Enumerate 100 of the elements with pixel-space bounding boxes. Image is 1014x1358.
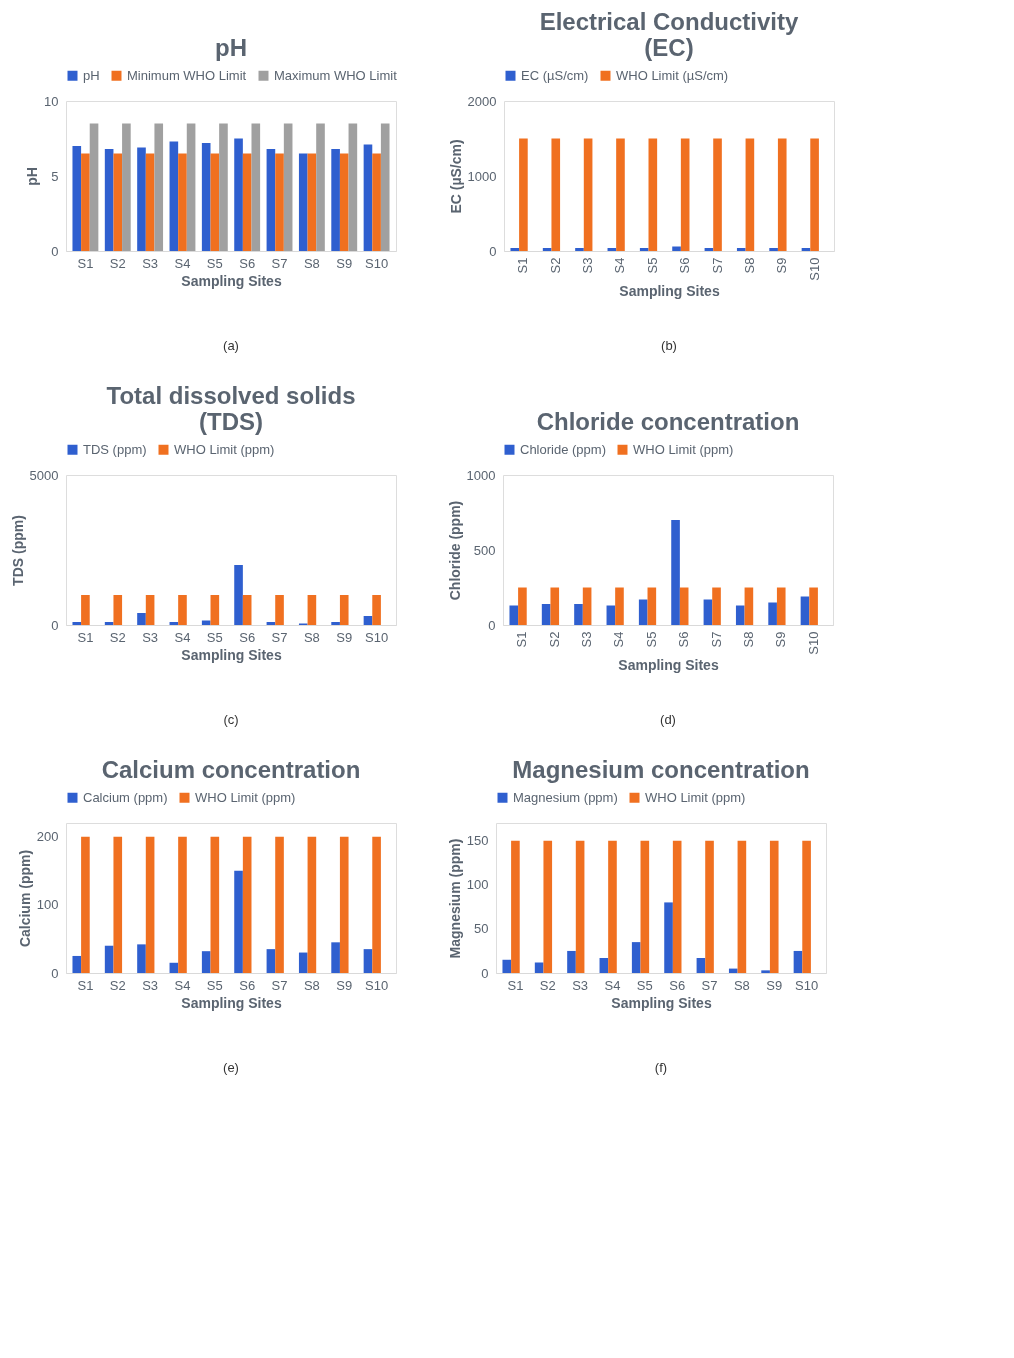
- text: (d): [660, 712, 676, 727]
- bar: [737, 840, 747, 973]
- bar: [266, 949, 276, 973]
- bar: [234, 138, 243, 251]
- x-tick-label: S3: [142, 255, 159, 271]
- y-tick-label: 2000: [467, 93, 497, 109]
- bar: [89, 123, 99, 251]
- x-tick-label: S7: [708, 631, 724, 648]
- y-tick-label: 150: [466, 833, 489, 849]
- bar: [631, 942, 641, 973]
- x-axis-title: Sampling Sites: [618, 656, 719, 673]
- x-axis-title: Sampling Sites: [619, 282, 720, 299]
- bar: [339, 153, 349, 251]
- bar: [671, 520, 680, 625]
- bar: [201, 951, 211, 973]
- x-tick-label: S2: [547, 257, 563, 274]
- x-tick-label: S10: [795, 977, 819, 993]
- y-tick-label: 0: [481, 965, 489, 981]
- bar: [169, 962, 179, 973]
- bar: [113, 595, 123, 625]
- bar: [705, 840, 714, 973]
- bar: [735, 605, 745, 625]
- y-tick-label: 0: [51, 617, 59, 633]
- bar: [339, 595, 349, 625]
- y-axis-title: TDS (ppm): [9, 515, 26, 586]
- bar: [283, 123, 293, 251]
- bar: [511, 840, 520, 973]
- bar: [744, 587, 754, 625]
- legend-label: EC (µS/cm): [521, 67, 589, 83]
- bar: [251, 123, 261, 251]
- bar: [567, 950, 576, 973]
- x-tick-label: S5: [644, 257, 660, 274]
- text: (f): [654, 1060, 668, 1075]
- bar: [307, 836, 317, 973]
- bar: [201, 143, 211, 251]
- legend-label: Chloride (ppm): [520, 441, 606, 457]
- bar: [363, 949, 373, 973]
- bar: [266, 149, 276, 251]
- bar: [736, 248, 746, 251]
- x-axis-title: Sampling Sites: [181, 646, 282, 663]
- x-tick-label: S4: [604, 977, 621, 993]
- x-tick-label: S9: [774, 257, 790, 274]
- x-tick-label: S4: [174, 255, 191, 271]
- x-tick-label: S4: [612, 257, 628, 274]
- x-tick-label: S9: [336, 977, 353, 993]
- bar: [664, 902, 673, 973]
- x-axis-title: Sampling Sites: [611, 994, 712, 1011]
- x-tick-label: S6: [239, 629, 256, 645]
- bar: [316, 123, 325, 251]
- bar: [275, 595, 284, 625]
- x-tick-label: S1: [514, 631, 530, 648]
- bar: [219, 123, 228, 251]
- bar: [703, 599, 713, 625]
- x-tick-label: S4: [611, 631, 627, 648]
- bar: [502, 959, 512, 973]
- chart-title: Magnesium concentration: [512, 756, 810, 783]
- bar: [696, 958, 706, 973]
- x-tick-label: S6: [239, 977, 256, 993]
- x-axis-title: Sampling Sites: [181, 994, 282, 1011]
- y-tick-label: 100: [36, 897, 59, 913]
- legend-label: WHO Limit (ppm): [195, 789, 296, 805]
- text: (b): [661, 338, 677, 353]
- x-tick-label: S8: [733, 977, 750, 993]
- x-tick-label: S3: [142, 977, 159, 993]
- y-tick-label: 100: [466, 877, 489, 893]
- x-tick-label: S10: [805, 631, 821, 655]
- x-tick-label: S10: [365, 977, 389, 993]
- bar: [307, 595, 317, 625]
- bar: [234, 565, 243, 625]
- bar: [575, 840, 585, 973]
- bar: [72, 622, 82, 625]
- bar: [72, 146, 82, 251]
- bar: [266, 622, 276, 625]
- bar: [186, 123, 196, 251]
- bar: [137, 147, 146, 251]
- bar: [769, 248, 778, 251]
- x-tick-label: S7: [271, 629, 288, 645]
- bar: [145, 836, 155, 973]
- bar: [519, 138, 528, 251]
- bar: [331, 942, 340, 973]
- x-tick-label: S8: [741, 257, 757, 274]
- y-tick-label: 0: [51, 243, 59, 259]
- bar: [210, 595, 220, 625]
- bar: [178, 595, 187, 625]
- bar: [210, 153, 220, 251]
- bar: [104, 945, 114, 973]
- bar: [81, 595, 90, 625]
- x-tick-label: S5: [206, 977, 223, 993]
- bar: [178, 153, 187, 251]
- x-tick-label: S10: [365, 255, 389, 271]
- x-tick-label: S4: [174, 977, 191, 993]
- legend-label: pH: [83, 67, 100, 83]
- x-tick-label: S10: [365, 629, 389, 645]
- bar: [372, 595, 381, 625]
- x-tick-label: S7: [271, 977, 288, 993]
- x-tick-label: S1: [77, 629, 94, 645]
- bar: [363, 616, 373, 625]
- bar: [137, 613, 146, 625]
- x-tick-label: S9: [766, 977, 783, 993]
- x-tick-label: S7: [271, 255, 288, 271]
